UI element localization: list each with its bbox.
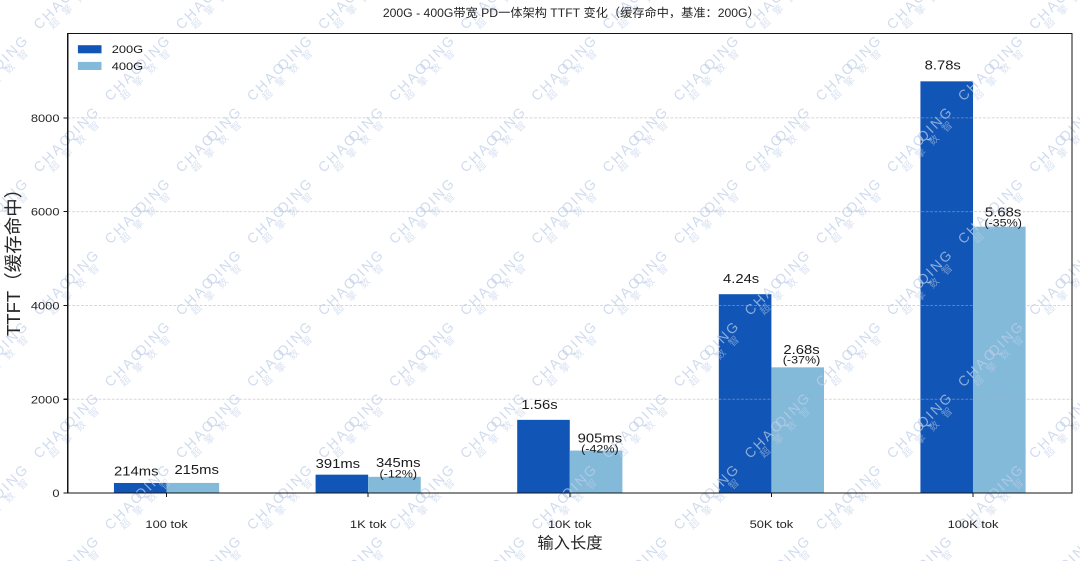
svg-text:215ms: 215ms bbox=[174, 462, 218, 477]
svg-text:5.68s: 5.68s bbox=[985, 204, 1021, 219]
svg-text:100 tok: 100 tok bbox=[145, 518, 188, 531]
svg-text:2000: 2000 bbox=[31, 393, 60, 406]
svg-text:(-42%): (-42%) bbox=[581, 443, 619, 455]
svg-text:4000: 4000 bbox=[31, 299, 60, 312]
svg-text:PD: PD bbox=[481, 6, 498, 20]
svg-text:200G: 200G bbox=[383, 6, 413, 20]
svg-text:6000: 6000 bbox=[31, 205, 60, 218]
svg-text:214ms: 214ms bbox=[114, 464, 158, 479]
svg-text:200G: 200G bbox=[718, 6, 748, 20]
svg-text:(-37%): (-37%) bbox=[783, 354, 821, 366]
svg-text:100K tok: 100K tok bbox=[948, 518, 1000, 531]
svg-text:1K tok: 1K tok bbox=[350, 518, 388, 531]
svg-text:200G: 200G bbox=[112, 43, 143, 56]
svg-text:8000: 8000 bbox=[31, 112, 60, 125]
svg-text:50K tok: 50K tok bbox=[750, 518, 795, 531]
svg-text:8.78s: 8.78s bbox=[925, 57, 961, 72]
svg-text:10K tok: 10K tok bbox=[548, 518, 593, 531]
svg-text:4.24s: 4.24s bbox=[723, 271, 759, 286]
svg-text:391ms: 391ms bbox=[316, 456, 360, 471]
svg-text:TTFT: TTFT bbox=[550, 6, 580, 20]
svg-text:400G: 400G bbox=[424, 6, 454, 20]
svg-text:2.68s: 2.68s bbox=[783, 342, 819, 357]
svg-text:(-12%): (-12%) bbox=[379, 468, 417, 480]
svg-text:(-35%): (-35%) bbox=[984, 217, 1022, 229]
svg-text:1.56s: 1.56s bbox=[521, 397, 557, 412]
svg-text:400G: 400G bbox=[112, 60, 143, 73]
svg-text:TTFT: TTFT bbox=[3, 291, 24, 336]
svg-text:0: 0 bbox=[52, 487, 59, 500]
svg-text:-: - bbox=[416, 6, 420, 20]
svg-text:345ms: 345ms bbox=[376, 455, 420, 470]
svg-text:905ms: 905ms bbox=[578, 431, 622, 446]
